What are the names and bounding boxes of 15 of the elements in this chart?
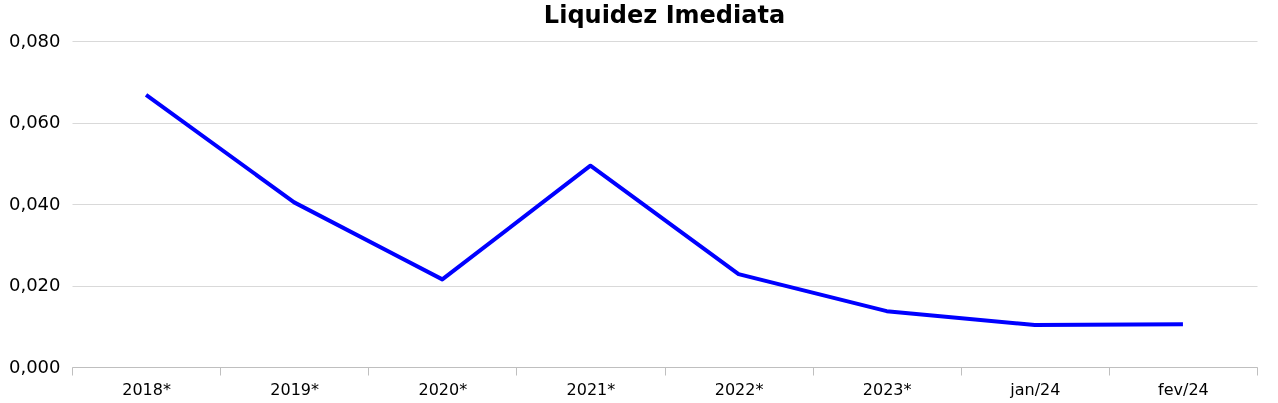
- x-tick-label: 2020*: [418, 379, 468, 399]
- y-tick-label: 0,080: [8, 29, 61, 51]
- chart-title: Liquidez Imediata: [543, 1, 786, 29]
- y-tick-label: 0,040: [8, 192, 61, 214]
- x-tick-label: 2018*: [122, 379, 171, 399]
- x-tick-label: 2021*: [566, 379, 616, 399]
- x-tick-label: jan/24: [1009, 379, 1061, 399]
- y-tick-label: 0,020: [8, 274, 61, 295]
- x-tick-label: fev/24: [1158, 379, 1209, 399]
- line-series: [144, 92, 1185, 328]
- y-tick-label: 0,060: [8, 111, 61, 132]
- y-tick-label: 0,000: [8, 355, 61, 377]
- x-tick-label: 2022*: [714, 379, 764, 399]
- x-tick-label: 2019*: [270, 379, 320, 399]
- x-tick-label: 2023*: [862, 379, 912, 399]
